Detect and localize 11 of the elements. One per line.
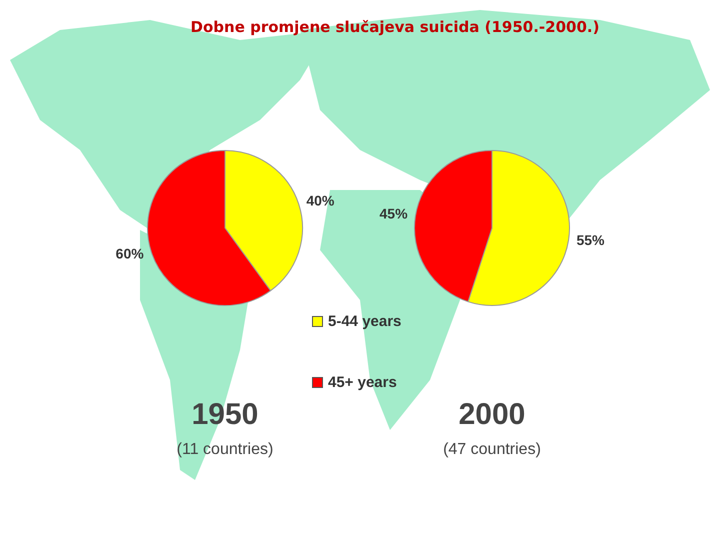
- slice-label: 2000: [458, 398, 526, 432]
- data-label: 60%: [116, 245, 144, 262]
- legend-label: 5-44 years: [328, 313, 402, 330]
- data-label: 45%: [380, 205, 408, 222]
- data-label: 55%: [576, 232, 606, 248]
- text: (47 countries): [442, 441, 542, 459]
- legend-label: 45+ years: [328, 374, 397, 391]
- slice-label: 1950: [190, 398, 260, 432]
- data-label: 40%: [306, 192, 335, 208]
- chart-title: Dobne promjene slučajeva suicida (1950.-2000.): [190, 18, 600, 36]
- text: (11 countries): [176, 441, 274, 459]
